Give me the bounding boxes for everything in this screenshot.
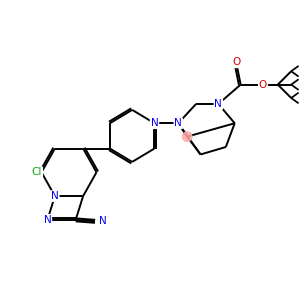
- Text: N: N: [51, 191, 59, 201]
- Text: N: N: [44, 215, 51, 225]
- Text: Cl: Cl: [32, 167, 42, 177]
- Text: O: O: [259, 80, 267, 90]
- Text: N: N: [100, 216, 107, 226]
- Text: N: N: [151, 118, 158, 128]
- Text: N: N: [214, 99, 222, 109]
- Text: O: O: [232, 57, 240, 67]
- Circle shape: [182, 132, 192, 141]
- Text: N: N: [174, 118, 182, 128]
